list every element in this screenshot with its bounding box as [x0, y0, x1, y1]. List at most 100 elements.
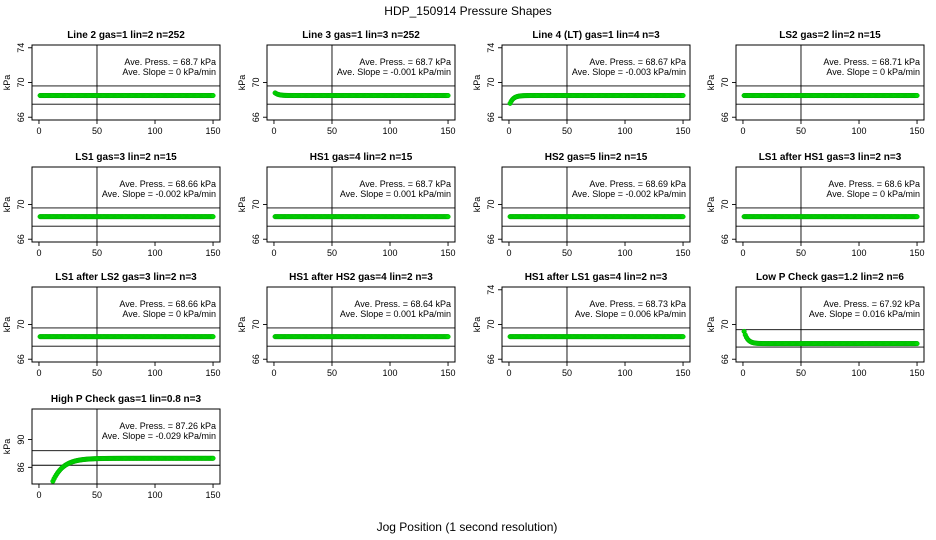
x-tick-label: 50	[327, 368, 337, 378]
y-tick-label: 66	[16, 354, 26, 364]
x-tick-label: 100	[851, 368, 866, 378]
x-tick-label: 0	[36, 490, 41, 500]
stats-annotation-line-2: Ave. Slope = -0.029 kPa/min	[102, 431, 216, 441]
stats-annotation-line-2: Ave. Slope = 0.016 kPa/min	[809, 309, 920, 319]
x-tick-label: 50	[92, 368, 102, 378]
y-tick-label: 66	[720, 354, 730, 364]
chart-panel-8: LS1 after HS1 gas=3 lin=2 n=3 0 50 100 150 66…	[706, 152, 925, 258]
y-tick-label: 66	[720, 234, 730, 244]
chart-panel-13: High P Check gas=1 lin=0.8 n=3 0 50 100 150 8…	[2, 394, 221, 500]
stats-annotation-line-2: Ave. Slope = 0 kPa/min	[122, 67, 216, 77]
y-tick-label: 66	[486, 234, 496, 244]
x-tick-label: 0	[506, 368, 511, 378]
data-points	[50, 455, 216, 484]
chart-panel-10: HS1 after HS2 gas=4 lin=2 n=3 0 50 100 150 66…	[237, 272, 456, 378]
x-tick-label: 150	[441, 248, 456, 258]
data-points	[507, 334, 686, 340]
data-point	[445, 92, 451, 99]
panel-title: Line 4 (LT) gas=1 lin=4 n=3	[532, 30, 660, 41]
x-tick-label: 100	[617, 126, 632, 136]
data-points	[507, 92, 686, 106]
y-axis-label: kPa	[472, 197, 482, 213]
stats-annotation-line-1: Ave. Press. = 68.73 kPa	[589, 299, 686, 309]
panel-title: Line 2 gas=1 lin=2 n=252	[67, 30, 185, 41]
stats-annotation-line-1: Ave. Press. = 68.6 kPa	[828, 179, 920, 189]
x-tick-label: 100	[147, 248, 162, 258]
data-points	[507, 214, 686, 220]
y-tick-label: 70	[486, 77, 496, 87]
stats-annotation-line-1: Ave. Press. = 68.71 kPa	[823, 57, 920, 67]
stats-annotation-line-1: Ave. Press. = 68.64 kPa	[354, 299, 451, 309]
y-tick-label: 66	[16, 112, 26, 122]
x-tick-label: 50	[92, 126, 102, 136]
stats-annotation-line-1: Ave. Press. = 68.66 kPa	[119, 179, 216, 189]
x-tick-label: 150	[441, 368, 456, 378]
x-tick-label: 100	[147, 490, 162, 500]
panel-title: LS1 after LS2 gas=3 lin=2 n=3	[55, 272, 197, 283]
data-point	[680, 214, 686, 220]
x-tick-label: 0	[740, 368, 745, 378]
stats-annotation-line-2: Ave. Slope = 0 kPa/min	[122, 309, 216, 319]
x-tick-label: 150	[676, 126, 691, 136]
data-points	[741, 328, 920, 347]
y-tick-label: 86	[16, 462, 26, 472]
y-tick-label: 66	[720, 112, 730, 122]
y-tick-label: 70	[486, 319, 496, 329]
x-tick-label: 50	[327, 126, 337, 136]
data-points	[37, 214, 216, 220]
panel-title: LS2 gas=2 lin=2 n=15	[779, 30, 881, 41]
chart-panel-5: LS1 gas=3 lin=2 n=15 0 50 100 150 66 70 kPa Ave.…	[2, 152, 221, 258]
data-point	[445, 334, 451, 340]
x-tick-label: 100	[147, 368, 162, 378]
x-tick-label: 150	[206, 368, 221, 378]
stats-annotation-line-1: Ave. Press. = 68.7 kPa	[124, 57, 216, 67]
data-point	[680, 334, 686, 340]
figure-xlabel: Jog Position (1 second resolution)	[377, 520, 558, 534]
panel-title: HS1 gas=4 lin=2 n=15	[310, 152, 413, 163]
y-axis-label: kPa	[2, 317, 12, 333]
data-points	[272, 334, 451, 340]
stats-annotation-line-2: Ave. Slope = -0.002 kPa/min	[102, 189, 216, 199]
stats-annotation-line-2: Ave. Slope = -0.002 kPa/min	[572, 189, 686, 199]
x-tick-label: 100	[147, 126, 162, 136]
y-axis-label: kPa	[237, 75, 247, 91]
panel-title: Low P Check gas=1.2 lin=2 n=6	[756, 272, 904, 283]
x-tick-label: 0	[36, 368, 41, 378]
chart-panel-12: Low P Check gas=1.2 lin=2 n=6 0 50 100 150 66…	[706, 272, 925, 378]
x-tick-label: 150	[910, 126, 925, 136]
x-tick-label: 150	[910, 248, 925, 258]
x-tick-label: 150	[206, 126, 221, 136]
x-tick-label: 0	[740, 248, 745, 258]
y-tick-label: 70	[16, 77, 26, 87]
panel-title: HS1 after HS2 gas=4 lin=2 n=3	[289, 272, 433, 283]
stats-annotation-line-1: Ave. Press. = 68.66 kPa	[119, 299, 216, 309]
data-points	[272, 90, 451, 99]
x-tick-label: 0	[506, 248, 511, 258]
y-tick-label: 74	[16, 43, 26, 53]
x-tick-label: 100	[382, 126, 397, 136]
y-axis-label: kPa	[2, 439, 12, 455]
x-tick-label: 0	[36, 248, 41, 258]
y-tick-label: 70	[720, 319, 730, 329]
y-axis-label: kPa	[2, 75, 12, 91]
x-tick-label: 50	[562, 126, 572, 136]
y-tick-label: 70	[251, 77, 261, 87]
stats-annotation-line-1: Ave. Press. = 68.69 kPa	[589, 179, 686, 189]
data-points	[272, 214, 451, 220]
stats-annotation-line-2: Ave. Slope = 0.001 kPa/min	[340, 309, 451, 319]
data-points	[741, 92, 920, 99]
y-tick-label: 70	[720, 199, 730, 209]
y-tick-label: 70	[16, 199, 26, 209]
x-tick-label: 0	[506, 126, 511, 136]
x-tick-label: 150	[206, 490, 221, 500]
data-point	[914, 92, 920, 99]
x-tick-label: 150	[910, 368, 925, 378]
chart-panel-3: Line 4 (LT) gas=1 lin=4 n=3 0 50 100 150 66 70…	[472, 30, 691, 136]
y-tick-label: 74	[486, 43, 496, 53]
y-axis-label: kPa	[472, 75, 482, 91]
y-tick-label: 66	[251, 234, 261, 244]
panel-title: High P Check gas=1 lin=0.8 n=3	[51, 394, 202, 405]
stats-annotation-line-2: Ave. Slope = 0 kPa/min	[826, 67, 920, 77]
x-tick-label: 50	[92, 248, 102, 258]
data-point	[210, 334, 216, 340]
